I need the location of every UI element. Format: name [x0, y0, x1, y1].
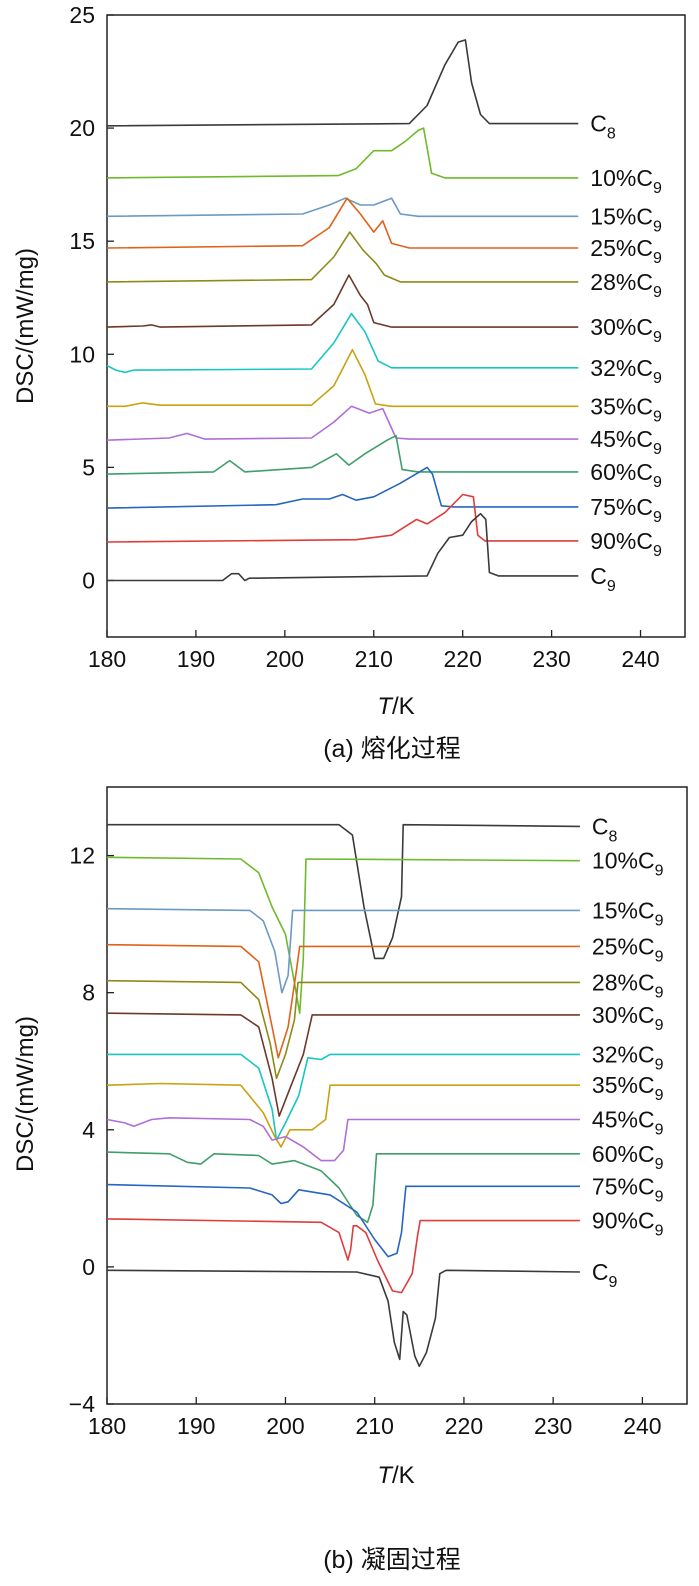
x-tick-label-a: 220 — [444, 646, 482, 672]
x-tick-label-b: 210 — [356, 1413, 394, 1439]
series-label-a-7: 35%C9 — [590, 393, 662, 425]
y-tick-label-a: 0 — [82, 567, 95, 593]
series-label-b-6: 32%C9 — [592, 1041, 664, 1073]
series-label-a-0: C8 — [590, 111, 616, 143]
series-line-a-5 — [106, 274, 579, 328]
x-tick-label-a: 230 — [532, 646, 570, 672]
x-tick-label-a: 210 — [355, 646, 393, 672]
series-line-b-0 — [107, 823, 580, 960]
series-label-a-8: 45%C9 — [590, 426, 662, 458]
series-label-b-7: 35%C9 — [592, 1072, 664, 1104]
y-axis-title-a: DSC/(mW/mg) — [12, 248, 39, 404]
series-line-b-11 — [106, 1218, 580, 1294]
series-label-a-1: 10%C9 — [590, 165, 662, 197]
y-tick-label-b: 8 — [82, 980, 95, 1006]
series-label-a-12: C9 — [590, 563, 616, 595]
series-line-b-1 — [106, 856, 580, 1014]
series-label-a-3: 25%C9 — [590, 235, 662, 267]
series-label-a-11: 90%C9 — [590, 528, 662, 560]
x-tick-label-b: 230 — [534, 1413, 572, 1439]
series-line-a-9 — [106, 434, 579, 475]
series-line-a-12 — [107, 512, 579, 582]
y-tick-label-a: 15 — [69, 228, 95, 254]
x-tick-label-b: 240 — [623, 1413, 661, 1439]
y-tick-label-b: 12 — [69, 843, 95, 869]
series-line-b-6 — [107, 1053, 580, 1141]
series-label-b-0: C8 — [592, 813, 618, 845]
series-line-b-3 — [106, 943, 580, 1059]
series-label-b-8: 45%C9 — [592, 1106, 664, 1138]
x-tick-label-b: 200 — [266, 1413, 304, 1439]
caption-b: (b) 凝固过程 — [323, 1546, 461, 1574]
series-label-b-12: C9 — [592, 1259, 618, 1291]
series-line-a-7 — [107, 348, 579, 408]
y-axis-title-b: DSC/(mW/mg) — [12, 1016, 39, 1172]
series-line-b-10 — [106, 1183, 580, 1258]
series-label-b-10: 75%C9 — [592, 1173, 664, 1205]
y-tick-label-a: 25 — [69, 2, 95, 28]
series-line-a-2 — [106, 197, 579, 218]
series-label-b-5: 30%C9 — [592, 1002, 664, 1034]
series-line-a-1 — [106, 127, 579, 179]
series-label-a-10: 75%C9 — [590, 494, 662, 526]
y-tick-label-a: 10 — [69, 341, 95, 367]
series-line-b-5 — [106, 1012, 580, 1117]
x-tick-label-a: 190 — [177, 646, 215, 672]
x-axis-title-b: T/K — [377, 1462, 414, 1489]
plot-frame-b — [106, 786, 688, 1405]
series-line-a-3 — [106, 197, 579, 249]
y-tick-label-b: 0 — [82, 1254, 95, 1280]
x-tick-label-a: 240 — [621, 646, 659, 672]
series-label-b-11: 90%C9 — [592, 1208, 664, 1240]
y-tick-label-b: −4 — [69, 1391, 95, 1417]
series-label-b-2: 15%C9 — [592, 897, 664, 929]
series-line-a-10 — [106, 466, 579, 509]
y-tick-label-b: 4 — [82, 1117, 95, 1143]
series-label-a-5: 30%C9 — [590, 314, 662, 346]
series-line-a-8 — [106, 405, 579, 441]
series-label-a-4: 28%C9 — [590, 269, 662, 301]
series-line-b-2 — [106, 907, 580, 994]
y-tick-label-a: 5 — [82, 454, 95, 480]
series-label-b-3: 25%C9 — [592, 933, 664, 965]
series-label-a-2: 15%C9 — [590, 203, 662, 235]
x-tick-label-a: 180 — [88, 646, 126, 672]
x-axis-title-a: T/K — [377, 693, 414, 720]
series-label-a-9: 60%C9 — [590, 459, 662, 491]
series-line-b-8 — [106, 1117, 580, 1162]
series-line-b-9 — [106, 1151, 580, 1224]
series-line-b-12 — [106, 1269, 580, 1368]
x-tick-label-b: 190 — [177, 1413, 215, 1439]
series-label-a-6: 32%C9 — [590, 355, 662, 387]
series-line-a-0 — [106, 39, 579, 127]
series-label-b-9: 60%C9 — [592, 1141, 664, 1173]
series-line-a-6 — [106, 312, 579, 374]
chart-melting: 180 190 200 210 220 230 240 0 5 10 15 20 25 C8 10%C9 1… — [12, 2, 686, 763]
series-line-b-7 — [106, 1082, 580, 1148]
series-label-b-4: 28%C9 — [592, 969, 664, 1001]
series-label-b-1: 10%C9 — [592, 848, 664, 880]
series-line-a-11 — [106, 493, 579, 543]
x-tick-label-b: 180 — [88, 1413, 126, 1439]
caption-a: (a) 熔化过程 — [323, 735, 461, 763]
series-line-a-4 — [106, 231, 579, 283]
x-tick-label-b: 220 — [445, 1413, 483, 1439]
series-line-b-4 — [106, 979, 580, 1080]
plot-frame-a — [106, 14, 686, 638]
y-tick-label-a: 20 — [69, 115, 95, 141]
x-tick-label-a: 200 — [266, 646, 304, 672]
